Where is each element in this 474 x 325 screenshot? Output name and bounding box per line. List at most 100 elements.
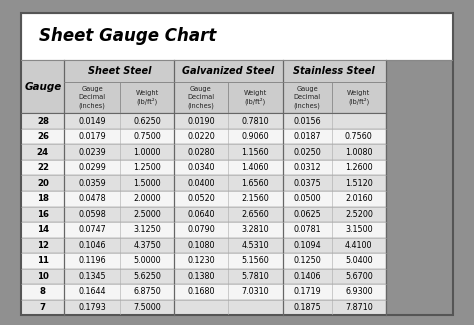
Text: 0.0520: 0.0520 bbox=[187, 194, 215, 203]
Text: 0.0747: 0.0747 bbox=[78, 225, 106, 234]
Text: 0.9060: 0.9060 bbox=[241, 132, 269, 141]
Text: 1.0080: 1.0080 bbox=[345, 148, 373, 157]
Bar bbox=[21, 222, 386, 238]
Text: 2.0160: 2.0160 bbox=[345, 194, 373, 203]
Text: Gauge
Decimal
(inches): Gauge Decimal (inches) bbox=[79, 86, 106, 109]
Text: 0.0625: 0.0625 bbox=[293, 210, 321, 219]
Text: 0.0156: 0.0156 bbox=[293, 117, 321, 125]
Text: 6.8750: 6.8750 bbox=[133, 287, 161, 296]
Bar bbox=[21, 113, 386, 129]
Text: 0.0375: 0.0375 bbox=[293, 179, 321, 188]
Text: 4.4100: 4.4100 bbox=[345, 241, 373, 250]
Text: 1.2500: 1.2500 bbox=[133, 163, 161, 172]
Text: 0.0478: 0.0478 bbox=[78, 194, 106, 203]
Text: 2.5000: 2.5000 bbox=[133, 210, 161, 219]
Text: 0.0312: 0.0312 bbox=[293, 163, 321, 172]
Bar bbox=[21, 206, 386, 222]
Text: 0.0250: 0.0250 bbox=[293, 148, 321, 157]
Text: 0.1875: 0.1875 bbox=[293, 303, 321, 312]
Text: 0.1196: 0.1196 bbox=[78, 256, 106, 266]
Text: 2.6560: 2.6560 bbox=[241, 210, 269, 219]
Text: Sheet Gauge Chart: Sheet Gauge Chart bbox=[38, 27, 216, 46]
Text: 0.0280: 0.0280 bbox=[187, 148, 215, 157]
Text: 4.5310: 4.5310 bbox=[241, 241, 269, 250]
Text: 0.1406: 0.1406 bbox=[293, 272, 321, 281]
Bar bbox=[283, 60, 386, 82]
Bar bbox=[283, 82, 332, 113]
Text: 0.7560: 0.7560 bbox=[345, 132, 373, 141]
Text: Galvanized Steel: Galvanized Steel bbox=[182, 66, 275, 76]
Text: 0.0340: 0.0340 bbox=[187, 163, 215, 172]
Bar bbox=[21, 284, 386, 300]
Text: 0.0220: 0.0220 bbox=[187, 132, 215, 141]
Bar bbox=[21, 269, 386, 284]
Bar bbox=[21, 238, 386, 253]
Bar bbox=[174, 82, 228, 113]
Text: 0.1046: 0.1046 bbox=[78, 241, 106, 250]
Bar bbox=[64, 82, 119, 113]
Text: 0.1250: 0.1250 bbox=[293, 256, 321, 266]
Bar bbox=[174, 60, 283, 82]
Text: 0.0640: 0.0640 bbox=[187, 210, 215, 219]
Text: 7.8710: 7.8710 bbox=[345, 303, 373, 312]
Text: 11: 11 bbox=[37, 256, 49, 266]
Text: 26: 26 bbox=[37, 132, 49, 141]
Text: 22: 22 bbox=[37, 163, 49, 172]
Bar bbox=[332, 82, 386, 113]
Text: 5.0000: 5.0000 bbox=[133, 256, 161, 266]
Text: 20: 20 bbox=[37, 179, 49, 188]
Text: 0.6250: 0.6250 bbox=[133, 117, 161, 125]
Text: 2.0000: 2.0000 bbox=[133, 194, 161, 203]
Text: 3.1250: 3.1250 bbox=[133, 225, 161, 234]
Text: 3.2810: 3.2810 bbox=[241, 225, 269, 234]
Text: Gauge: Gauge bbox=[24, 82, 62, 92]
Bar bbox=[119, 82, 174, 113]
Text: 0.0790: 0.0790 bbox=[187, 225, 215, 234]
Text: Weight
(lb/ft²): Weight (lb/ft²) bbox=[136, 89, 159, 105]
Text: 1.5000: 1.5000 bbox=[133, 179, 161, 188]
Text: 0.7810: 0.7810 bbox=[241, 117, 269, 125]
Bar bbox=[64, 60, 174, 82]
Text: 0.1345: 0.1345 bbox=[78, 272, 106, 281]
Text: 1.6560: 1.6560 bbox=[241, 179, 269, 188]
Text: 0.0190: 0.0190 bbox=[187, 117, 215, 125]
Text: 12: 12 bbox=[37, 241, 49, 250]
Text: 0.1793: 0.1793 bbox=[78, 303, 106, 312]
Text: 5.6700: 5.6700 bbox=[345, 272, 373, 281]
Text: Weight
(lb/ft²): Weight (lb/ft²) bbox=[347, 89, 371, 105]
Text: 0.0500: 0.0500 bbox=[293, 194, 321, 203]
Text: 2.5200: 2.5200 bbox=[345, 210, 373, 219]
Bar bbox=[21, 253, 386, 269]
Text: Stainless Steel: Stainless Steel bbox=[293, 66, 375, 76]
Text: 7.0310: 7.0310 bbox=[241, 287, 269, 296]
Bar bbox=[21, 300, 386, 315]
Bar bbox=[21, 60, 64, 113]
Text: 1.2600: 1.2600 bbox=[345, 163, 373, 172]
Text: 0.1230: 0.1230 bbox=[187, 256, 215, 266]
Bar bbox=[21, 191, 386, 206]
Bar bbox=[228, 82, 283, 113]
Text: 0.0299: 0.0299 bbox=[78, 163, 106, 172]
Text: 10: 10 bbox=[37, 272, 49, 281]
Text: 3.1500: 3.1500 bbox=[345, 225, 373, 234]
Text: 0.0149: 0.0149 bbox=[78, 117, 106, 125]
Text: 4.3750: 4.3750 bbox=[133, 241, 161, 250]
Text: Weight
(lb/ft²): Weight (lb/ft²) bbox=[244, 89, 267, 105]
Text: 0.0187: 0.0187 bbox=[293, 132, 321, 141]
Text: 0.0359: 0.0359 bbox=[78, 179, 106, 188]
Text: 1.5120: 1.5120 bbox=[345, 179, 373, 188]
Text: 2.1560: 2.1560 bbox=[241, 194, 269, 203]
Text: Gauge
Decimal
(inches): Gauge Decimal (inches) bbox=[294, 86, 321, 109]
Text: 24: 24 bbox=[37, 148, 49, 157]
Bar bbox=[21, 129, 386, 144]
Text: 7.5000: 7.5000 bbox=[133, 303, 161, 312]
Text: 0.1719: 0.1719 bbox=[293, 287, 321, 296]
Text: 0.0400: 0.0400 bbox=[187, 179, 215, 188]
Text: 14: 14 bbox=[37, 225, 49, 234]
Bar bbox=[21, 176, 386, 191]
Text: 7: 7 bbox=[40, 303, 46, 312]
Text: 0.1680: 0.1680 bbox=[187, 287, 215, 296]
Bar bbox=[21, 160, 386, 176]
Text: Sheet Steel: Sheet Steel bbox=[88, 66, 151, 76]
Text: 0.0781: 0.0781 bbox=[293, 225, 321, 234]
